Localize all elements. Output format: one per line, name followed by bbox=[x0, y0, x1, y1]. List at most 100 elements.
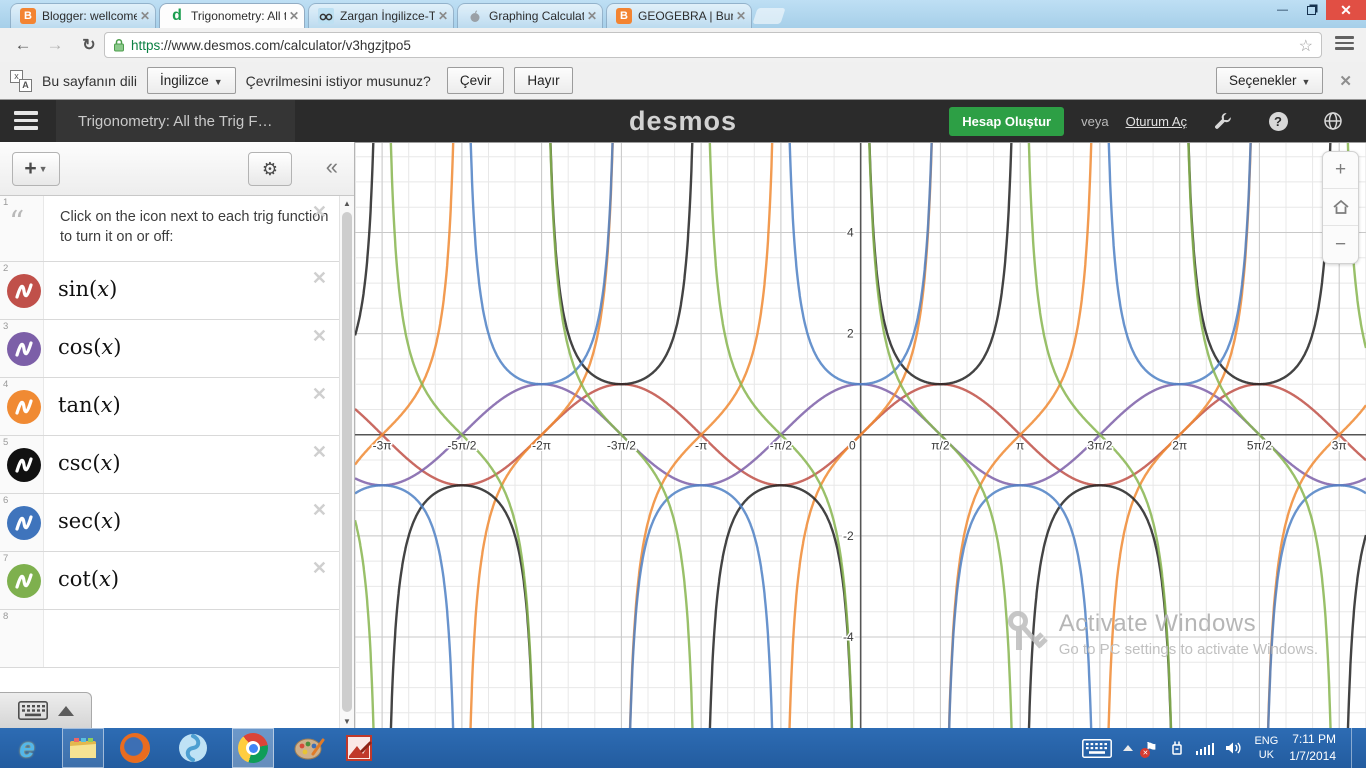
file-explorer-icon[interactable] bbox=[62, 728, 104, 768]
expression-row-csc[interactable]: 5 csc(x) ✕ bbox=[0, 436, 339, 494]
toggle-tan-icon[interactable] bbox=[7, 389, 41, 424]
expression-row-cos[interactable]: 3 cos(x) ✕ bbox=[0, 320, 339, 378]
sign-in-link[interactable]: Oturum Aç bbox=[1125, 113, 1187, 129]
toggle-sec-icon[interactable] bbox=[7, 505, 41, 540]
tab-close-icon[interactable]: ✕ bbox=[139, 9, 150, 23]
or-text: veya bbox=[1081, 113, 1109, 129]
power-plug-icon[interactable] bbox=[1169, 740, 1185, 756]
add-expression-button[interactable]: + ▼ bbox=[12, 152, 60, 186]
tab-close-icon[interactable]: ✕ bbox=[288, 9, 299, 23]
paint-icon[interactable] bbox=[288, 728, 330, 768]
graph-canvas[interactable]: -3π -5π/2 -2π -3π/2 -π -π/2 0 π/2 π 3π/2 2π 5π/2 3π -… bbox=[353, 66, 1366, 768]
help-icon[interactable]: ? bbox=[1259, 111, 1297, 131]
tab-blogger[interactable]: B Blogger: wellcome to my ✕ bbox=[10, 3, 156, 28]
tab-graphing-calculator[interactable]: Graphing Calculator by De ✕ bbox=[457, 3, 603, 28]
axis-tick-label: 2 bbox=[847, 327, 854, 341]
gear-icon[interactable]: ⚙ bbox=[248, 152, 292, 186]
blogger-favicon-icon: B bbox=[20, 8, 36, 24]
expression-row-empty[interactable]: 8 bbox=[0, 610, 339, 668]
close-translate-bar-icon[interactable]: ✕ bbox=[1339, 72, 1352, 90]
curve-sec[interactable] bbox=[354, 66, 1366, 768]
hidden-icons-chevron[interactable] bbox=[1123, 745, 1134, 751]
main-menu-icon[interactable] bbox=[14, 111, 38, 134]
picture-manager-icon[interactable] bbox=[338, 728, 380, 768]
note-row[interactable]: 1 “ Click on the icon next to each trig … bbox=[0, 196, 339, 262]
curve-tan[interactable] bbox=[354, 67, 1366, 768]
delete-expression-icon[interactable]: ✕ bbox=[311, 384, 327, 404]
back-button[interactable]: ← bbox=[14, 35, 32, 54]
expression-row-sin[interactable]: 2 sin(x) ✕ bbox=[0, 262, 339, 320]
delete-expression-icon[interactable]: ✕ bbox=[311, 326, 327, 346]
language-globe-icon[interactable] bbox=[1314, 111, 1352, 131]
volume-icon[interactable] bbox=[1225, 740, 1243, 756]
delete-expression-icon[interactable]: ✕ bbox=[311, 268, 327, 288]
forward-button[interactable]: → bbox=[46, 35, 64, 54]
chrome-menu-icon[interactable] bbox=[1335, 36, 1354, 53]
toggle-sin-icon[interactable] bbox=[7, 273, 41, 308]
restore-button[interactable] bbox=[1297, 0, 1326, 20]
firefox-icon[interactable] bbox=[114, 728, 156, 768]
tools-wrench-icon[interactable] bbox=[1204, 111, 1242, 131]
toggle-csc-icon[interactable] bbox=[7, 447, 41, 482]
scroll-up-icon[interactable]: ▲ bbox=[343, 198, 351, 208]
tab-title: Zargan İngilizce-Türkçe Sö bbox=[340, 9, 435, 23]
tab-close-icon[interactable]: ✕ bbox=[586, 9, 597, 23]
show-keyboard-button[interactable] bbox=[0, 692, 92, 728]
window-titlebar: B Blogger: wellcome to my ✕ d Trigonomet… bbox=[0, 0, 1366, 28]
show-desktop-button[interactable] bbox=[1351, 728, 1358, 768]
scroll-down-icon[interactable]: ▼ bbox=[343, 716, 351, 726]
expression-row-tan[interactable]: 4 tan(x) ✕ bbox=[0, 378, 339, 436]
action-center-flag-icon[interactable]: ⚑ ✕ bbox=[1140, 739, 1158, 758]
close-button[interactable]: ✕ bbox=[1326, 0, 1366, 20]
reload-button[interactable]: ↻ bbox=[82, 37, 96, 54]
delete-expression-icon[interactable]: ✕ bbox=[311, 558, 327, 578]
scrollbar-thumb[interactable] bbox=[342, 212, 352, 712]
tab-close-icon[interactable]: ✕ bbox=[437, 9, 448, 23]
zoom-in-button[interactable]: + bbox=[1323, 152, 1358, 189]
language-dropdown[interactable]: İngilizce ▼ bbox=[146, 67, 236, 94]
tab-title: Trigonometry: All the Trig bbox=[191, 9, 286, 23]
axis-tick-label: -π bbox=[695, 439, 707, 453]
delete-expression-icon[interactable]: ✕ bbox=[311, 500, 327, 520]
address-bar[interactable]: https://www.desmos.com/calculator/v3hgzj… bbox=[104, 32, 1322, 58]
zoom-home-button[interactable] bbox=[1323, 189, 1358, 226]
curve-csc[interactable] bbox=[353, 67, 1366, 768]
tab-zargan[interactable]: Zargan İngilizce-Türkçe Sö ✕ bbox=[308, 3, 454, 28]
tab-geogebra[interactable]: B GEOGEBRA | Burcu Albay ✕ bbox=[606, 3, 752, 28]
graph-title[interactable]: Trigonometry: All the Trig F… bbox=[56, 100, 295, 142]
options-dropdown[interactable]: Seçenekler ▼ bbox=[1215, 67, 1324, 94]
tab-close-icon[interactable]: ✕ bbox=[735, 9, 746, 23]
axis-tick-label: -3π/2 bbox=[607, 439, 636, 453]
tab-trigonometry[interactable]: d Trigonometry: All the Trig ✕ bbox=[159, 3, 305, 28]
language-indicator[interactable]: ENG UK bbox=[1254, 734, 1279, 761]
toggle-cos-icon[interactable] bbox=[7, 331, 41, 366]
note-text[interactable]: Click on the icon next to each trig func… bbox=[60, 209, 329, 245]
media-app-icon[interactable] bbox=[172, 728, 214, 768]
touch-keyboard-icon[interactable] bbox=[1082, 738, 1113, 758]
expression-row-sec[interactable]: 6 sec(x) ✕ bbox=[0, 494, 339, 552]
delete-expression-icon[interactable]: ✕ bbox=[311, 202, 327, 222]
toggle-cot-icon[interactable] bbox=[7, 563, 41, 598]
sidebar-scrollbar[interactable]: ▲ ▼ bbox=[339, 196, 354, 728]
curve-cot[interactable] bbox=[353, 66, 1366, 768]
new-tab-button[interactable] bbox=[752, 8, 786, 24]
translate-question: Çevrilmesini istiyor musunuz? bbox=[245, 72, 431, 89]
expression-row-cot[interactable]: 7 cot(x) ✕ bbox=[0, 552, 339, 610]
secure-lock-icon[interactable] bbox=[113, 38, 125, 52]
open-keyboard-arrow-icon bbox=[57, 705, 74, 716]
delete-expression-icon[interactable]: ✕ bbox=[311, 442, 327, 462]
bookmark-star-icon[interactable]: ☆ bbox=[1298, 38, 1313, 55]
tab-title: Blogger: wellcome to my bbox=[42, 9, 137, 23]
zoom-out-button[interactable]: − bbox=[1334, 233, 1347, 255]
chrome-icon[interactable] bbox=[232, 728, 274, 768]
clock[interactable]: 7:11 PM 1/7/2014 bbox=[1289, 731, 1336, 766]
minimize-button[interactable]: — bbox=[1277, 4, 1288, 16]
axis-tick-label: -2 bbox=[843, 529, 854, 543]
create-account-button[interactable]: Hesap Oluştur bbox=[949, 106, 1065, 136]
internet-explorer-icon[interactable]: e bbox=[19, 732, 35, 763]
network-signal-icon[interactable] bbox=[1195, 742, 1215, 755]
graph-canvas-host[interactable]: -3π -5π/2 -2π -3π/2 -π -π/2 0 π/2 π 3π/2 2π 5π/2 3π -… bbox=[353, 66, 1366, 768]
no-button[interactable]: Hayır bbox=[514, 67, 573, 94]
translate-button[interactable]: Çevir bbox=[446, 67, 505, 94]
collapse-sidebar-icon[interactable]: « bbox=[325, 154, 338, 179]
